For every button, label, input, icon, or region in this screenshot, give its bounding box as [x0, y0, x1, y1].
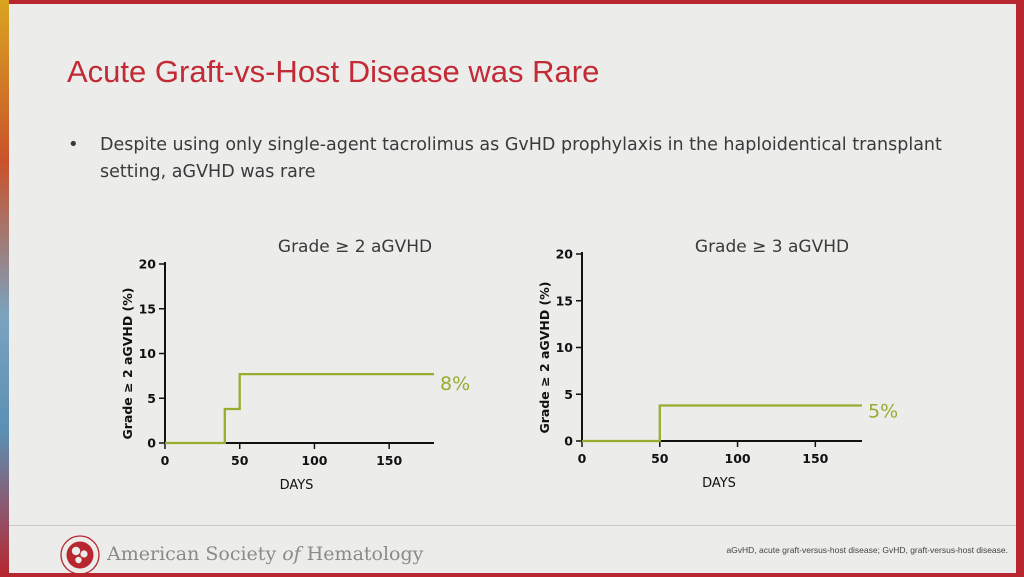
end-value-label: 8%: [440, 373, 470, 395]
x-tick-label: 0: [578, 451, 587, 466]
footer-divider: [9, 525, 1016, 526]
x-tick-label: 50: [651, 451, 669, 466]
chart-grade3-agvhd: Grade ≥ 3 aGVHD 0 5 10 15 20 0 50 100 150 DAYS Grad…: [537, 237, 898, 491]
slide: Acute Graft-vs-Host Disease was Rare • D…: [9, 4, 1016, 573]
y-tick-label: 5: [564, 387, 573, 402]
bullet-icon: •: [68, 134, 79, 155]
km-step-line: [165, 372, 434, 445]
y-tick-label: 10: [556, 340, 574, 355]
end-value-label: 5%: [868, 400, 898, 422]
bullet-text: Despite using only single-agent tacrolim…: [100, 135, 942, 182]
chart-title: Grade ≥ 2 aGVHD: [278, 237, 432, 257]
x-tick-label: 150: [376, 453, 402, 468]
left-accent-strip: [0, 0, 9, 577]
footnote: aGvHD, acute graft-versus-host disease; …: [726, 545, 1008, 555]
slide-title: Acute Graft-vs-Host Disease was Rare: [67, 54, 600, 89]
y-tick-label: 5: [147, 391, 156, 406]
ash-wordmark: American Society of Hematology: [107, 543, 424, 565]
chart-grade2-agvhd: Grade ≥ 2 aGVHD 0 5 10 15 20 0 50 100 150 DAYS Grad…: [120, 237, 470, 493]
x-tick-label: 50: [231, 453, 249, 468]
y-tick-label: 0: [564, 434, 573, 449]
x-tick-label: 0: [161, 453, 170, 468]
chart-title: Grade ≥ 3 aGVHD: [695, 237, 849, 257]
x-tick-label: 100: [301, 453, 327, 468]
y-axis-label: Grade ≥ 2 aGVHD (%): [537, 281, 552, 433]
y-tick-label: 10: [139, 346, 157, 361]
km-step-line: [582, 404, 862, 443]
y-tick-label: 0: [147, 436, 156, 451]
x-tick-label: 100: [725, 451, 751, 466]
x-axis-label: DAYS: [702, 476, 736, 491]
ash-logo-icon: [60, 535, 100, 573]
y-tick-label: 15: [556, 293, 573, 308]
y-axis-label: Grade ≥ 2 aGVHD (%): [120, 287, 135, 439]
y-tick-label: 20: [139, 257, 157, 272]
y-tick-label: 15: [139, 301, 156, 316]
y-tick-label: 20: [556, 247, 574, 262]
x-axis-label: DAYS: [280, 478, 314, 493]
x-tick-label: 150: [802, 451, 828, 466]
